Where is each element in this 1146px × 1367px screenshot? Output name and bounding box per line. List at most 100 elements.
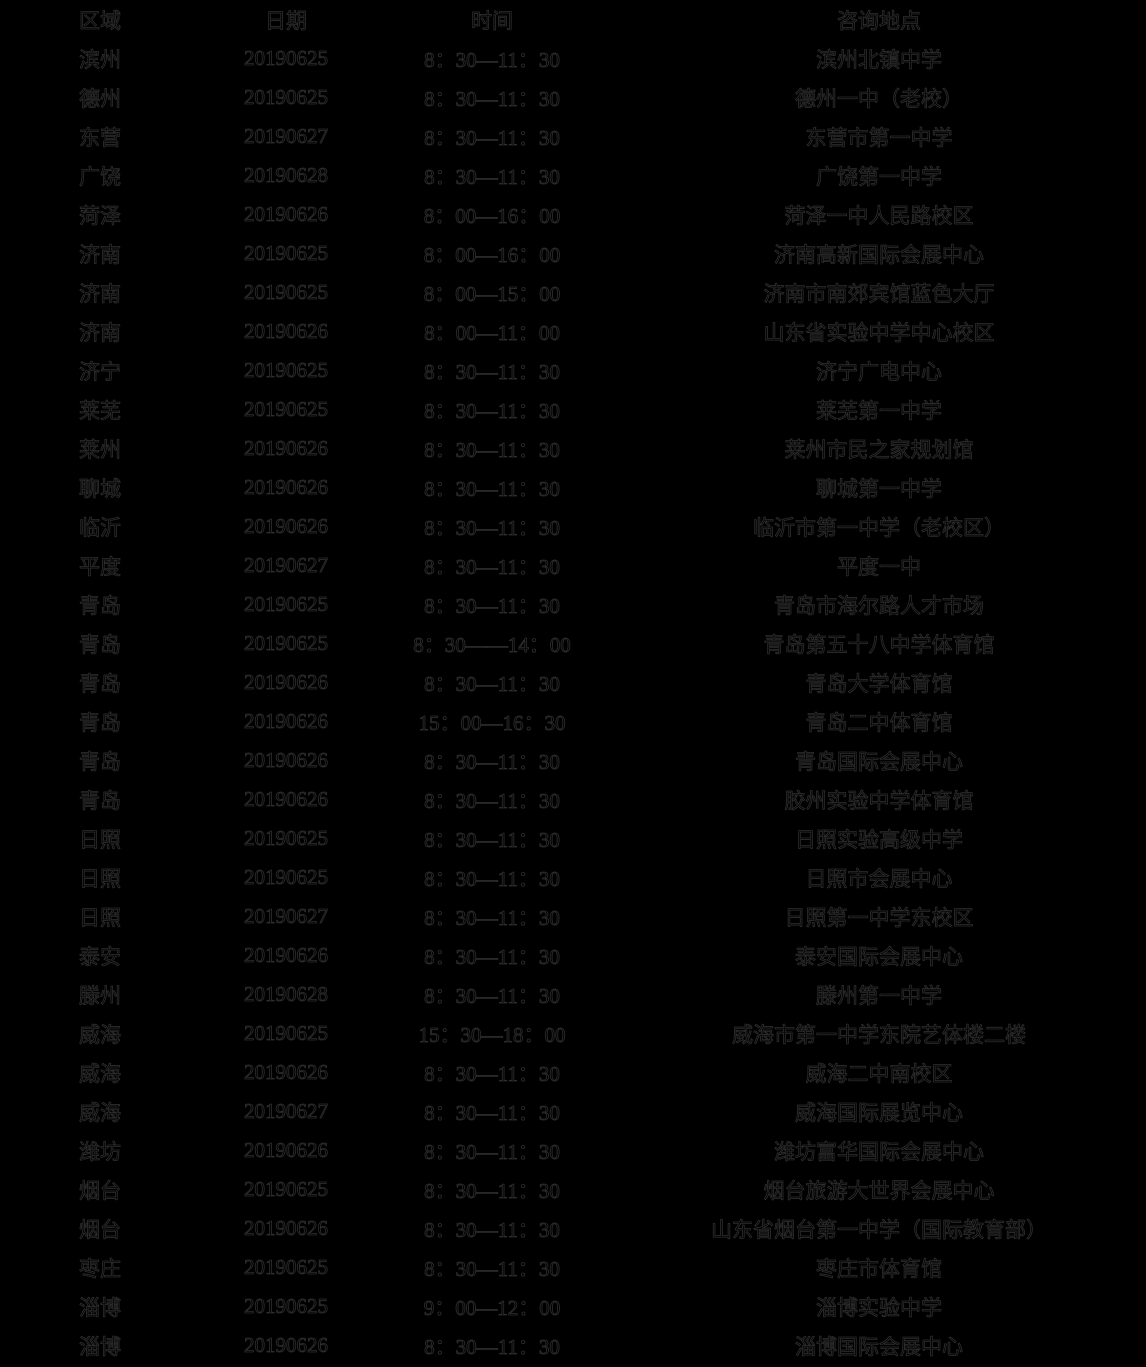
table-row: 淄博 20190625 9：00—12：00 淄博实验中学 [0, 1287, 1146, 1326]
table-row: 泰安 20190626 8：30—11：30 泰安国际会展中心 [0, 936, 1146, 975]
location-cell: 泰安国际会展中心 [795, 944, 964, 969]
table-row: 青岛 20190626 15：00—16：30 青岛二中体育馆 [0, 702, 1146, 741]
region-cell: 平度 [79, 554, 122, 579]
region-cell: 青岛 [79, 671, 122, 696]
time-cell: 8：30—11：30 [424, 671, 561, 696]
location-cell: 威海二中南校区 [805, 1061, 953, 1086]
region-cell: 青岛 [79, 710, 122, 735]
time-cell: 8：30—11：30 [424, 866, 561, 891]
region-cell: 济南 [79, 242, 122, 267]
table-row: 潍坊 20190626 8：30—11：30 潍坊富华国际会展中心 [0, 1131, 1146, 1170]
time-cell: 8：30—11：30 [424, 476, 561, 501]
location-cell: 威海市第一中学东院艺体楼二楼 [732, 1022, 1027, 1047]
region-cell: 济宁 [79, 359, 122, 384]
time-cell: 8：30—11：30 [424, 1061, 561, 1086]
date-cell: 20190625 [244, 397, 329, 422]
region-cell: 济南 [79, 320, 122, 345]
time-cell: 8：30—11：30 [424, 125, 561, 150]
date-cell: 20190626 [244, 943, 329, 968]
date-cell: 20190626 [244, 709, 329, 734]
header-location: 咨询地点 [837, 8, 922, 33]
date-cell: 20190626 [244, 748, 329, 773]
date-cell: 20190627 [244, 904, 329, 929]
header-region: 区域 [79, 8, 122, 33]
region-cell: 青岛 [79, 593, 122, 618]
time-cell: 8：00—16：00 [423, 203, 561, 228]
time-cell: 8：30—11：30 [424, 437, 561, 462]
time-cell: 8：30—11：30 [424, 47, 561, 72]
location-cell: 广饶第一中学 [816, 164, 943, 189]
date-cell: 20190627 [244, 553, 329, 578]
time-cell: 8：30—11：30 [424, 944, 561, 969]
table-row: 滨州 20190625 8：30—11：30 滨州北镇中学 [0, 39, 1146, 78]
date-cell: 20190626 [244, 670, 329, 695]
region-cell: 济南 [79, 281, 122, 306]
date-cell: 20190625 [244, 358, 329, 383]
table-row: 平度 20190627 8：30—11：30 平度一中 [0, 546, 1146, 585]
location-cell: 青岛国际会展中心 [795, 749, 964, 774]
date-cell: 20190625 [244, 280, 329, 305]
date-cell: 20190626 [244, 787, 329, 812]
table-row: 济南 20190626 8：00—11：00 山东省实验中学中心校区 [0, 312, 1146, 351]
location-cell: 聊城第一中学 [816, 476, 943, 501]
date-cell: 20190626 [244, 202, 329, 227]
table-row: 青岛 20190626 8：30—11：30 青岛国际会展中心 [0, 741, 1146, 780]
table-header-row: 区域 日期 时间 咨询地点 [0, 0, 1146, 39]
date-cell: 20190625 [244, 1294, 329, 1319]
location-cell: 菏泽一中人民路校区 [784, 203, 974, 228]
location-cell: 枣庄市体育馆 [816, 1256, 943, 1281]
table-row: 烟台 20190626 8：30—11：30 山东省烟台第一中学（国际教育部） [0, 1209, 1146, 1248]
date-cell: 20190626 [244, 1333, 329, 1358]
date-cell: 20190626 [244, 1216, 329, 1241]
region-cell: 莱州 [79, 437, 122, 462]
time-cell: 9：00—12：00 [423, 1295, 561, 1320]
location-cell: 青岛市海尔路人才市场 [774, 593, 985, 618]
location-cell: 莱芜第一中学 [816, 398, 943, 423]
table-row: 德州 20190625 8：30—11：30 德州一中（老校） [0, 78, 1146, 117]
location-cell: 平度一中 [837, 554, 922, 579]
location-cell: 胶州实验中学体育馆 [784, 788, 974, 813]
region-cell: 枣庄 [79, 1256, 122, 1281]
time-cell: 8：30—11：30 [424, 515, 561, 540]
time-cell: 8：00—16：00 [423, 242, 561, 267]
location-cell: 济宁广电中心 [816, 359, 943, 384]
region-cell: 威海 [79, 1022, 122, 1047]
table-row: 青岛 20190625 8：30——14：00 青岛第五十八中学体育馆 [0, 624, 1146, 663]
location-cell: 滕州第一中学 [816, 983, 943, 1008]
table-row: 临沂 20190626 8：30—11：30 临沂市第一中学（老校区） [0, 507, 1146, 546]
region-cell: 聊城 [79, 476, 122, 501]
location-cell: 淄博国际会展中心 [795, 1334, 964, 1359]
date-cell: 20190625 [244, 592, 329, 617]
location-cell: 青岛二中体育馆 [805, 710, 953, 735]
region-cell: 广饶 [79, 164, 122, 189]
region-cell: 滨州 [79, 47, 122, 72]
region-cell: 日照 [79, 905, 122, 930]
table-row: 枣庄 20190625 8：30—11：30 枣庄市体育馆 [0, 1248, 1146, 1287]
date-cell: 20190625 [244, 85, 329, 110]
time-cell: 8：30—11：30 [424, 86, 561, 111]
table-row: 青岛 20190625 8：30—11：30 青岛市海尔路人才市场 [0, 585, 1146, 624]
time-cell: 8：30—11：30 [424, 788, 561, 813]
date-cell: 20190626 [244, 319, 329, 344]
region-cell: 莱芜 [79, 398, 122, 423]
location-cell: 青岛第五十八中学体育馆 [763, 632, 995, 657]
location-cell: 日照实验高级中学 [795, 827, 964, 852]
time-cell: 15：30—18：00 [418, 1022, 566, 1047]
location-cell: 莱州市民之家规划馆 [784, 437, 974, 462]
region-cell: 潍坊 [79, 1139, 122, 1164]
date-cell: 20190625 [244, 631, 329, 656]
time-cell: 8：30—11：30 [424, 359, 561, 384]
time-cell: 8：30—11：30 [424, 554, 561, 579]
time-cell: 8：30—11：30 [424, 1256, 561, 1281]
time-cell: 15：00—16：30 [418, 710, 566, 735]
region-cell: 威海 [79, 1061, 122, 1086]
location-cell: 济南高新国际会展中心 [774, 242, 985, 267]
date-cell: 20190625 [244, 1255, 329, 1280]
table-row: 日照 20190627 8：30—11：30 日照第一中学东校区 [0, 897, 1146, 936]
region-cell: 德州 [79, 86, 122, 111]
time-cell: 8：30—11：30 [424, 164, 561, 189]
region-cell: 菏泽 [79, 203, 122, 228]
table-row: 日照 20190625 8：30—11：30 日照实验高级中学 [0, 819, 1146, 858]
region-cell: 泰安 [79, 944, 122, 969]
location-cell: 东营市第一中学 [805, 125, 953, 150]
